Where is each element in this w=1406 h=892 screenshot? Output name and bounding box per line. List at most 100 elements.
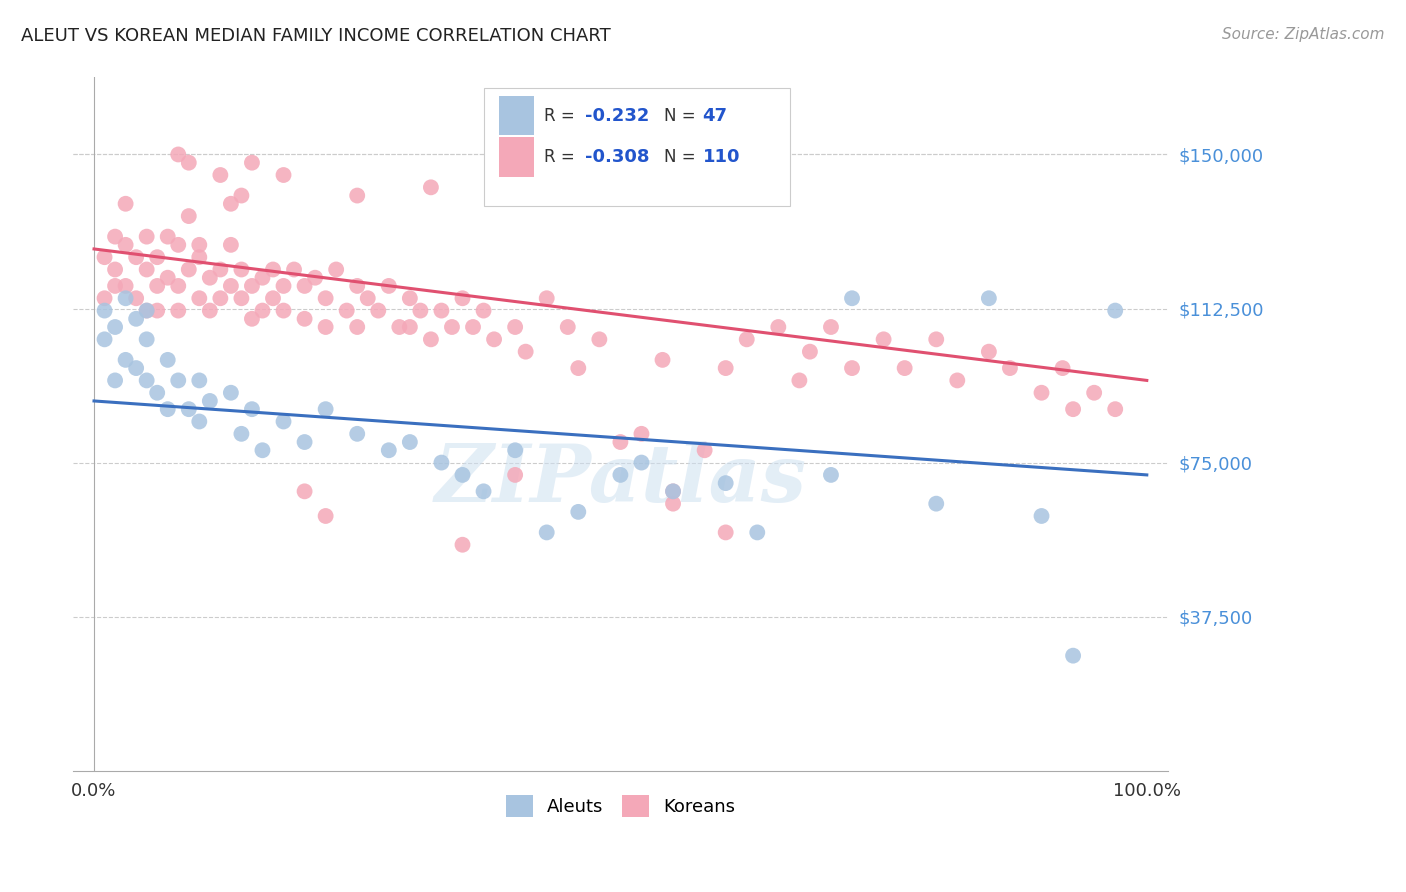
Point: [209, 262, 232, 277]
Point: [399, 291, 422, 305]
Point: [262, 262, 284, 277]
Text: ZIPatlas: ZIPatlas: [434, 441, 807, 518]
Point: [252, 303, 274, 318]
Point: [104, 279, 127, 293]
Point: [482, 332, 505, 346]
Point: [294, 311, 316, 326]
Point: [315, 508, 337, 523]
Point: [1031, 508, 1053, 523]
Point: [1104, 303, 1126, 318]
Point: [714, 525, 737, 540]
Point: [440, 320, 463, 334]
Point: [378, 443, 401, 458]
Point: [357, 291, 380, 305]
Text: N =: N =: [664, 148, 702, 166]
Point: [114, 196, 136, 211]
Point: [714, 361, 737, 376]
Point: [651, 352, 673, 367]
Point: [451, 538, 474, 552]
Point: [609, 467, 631, 482]
Point: [156, 402, 179, 417]
Text: 47: 47: [703, 106, 727, 125]
Point: [536, 291, 558, 305]
Point: [135, 262, 157, 277]
Point: [219, 196, 242, 211]
Point: [294, 484, 316, 499]
Point: [104, 320, 127, 334]
Point: [451, 291, 474, 305]
Point: [419, 180, 441, 194]
Point: [104, 229, 127, 244]
Text: R =: R =: [544, 148, 579, 166]
Point: [231, 188, 253, 202]
Point: [219, 279, 242, 293]
Point: [209, 291, 232, 305]
Point: [503, 467, 526, 482]
Point: [252, 270, 274, 285]
Point: [240, 279, 263, 293]
Point: [252, 443, 274, 458]
Point: [198, 303, 221, 318]
Point: [1062, 402, 1084, 417]
Point: [367, 303, 389, 318]
Point: [177, 402, 200, 417]
Point: [893, 361, 915, 376]
Point: [231, 262, 253, 277]
Point: [167, 373, 190, 387]
Point: [315, 402, 337, 417]
Point: [93, 332, 115, 346]
Point: [588, 332, 610, 346]
Point: [177, 155, 200, 169]
Point: [461, 320, 484, 334]
Point: [630, 456, 652, 470]
Point: [156, 270, 179, 285]
Point: [273, 415, 295, 429]
Point: [1083, 385, 1105, 400]
Point: [1062, 648, 1084, 663]
Point: [167, 279, 190, 293]
Point: [567, 361, 589, 376]
Point: [735, 332, 758, 346]
Point: [231, 426, 253, 441]
Point: [399, 435, 422, 450]
Point: [188, 250, 211, 264]
Point: [219, 237, 242, 252]
Point: [283, 262, 305, 277]
Point: [146, 250, 169, 264]
Point: [188, 373, 211, 387]
Point: [472, 484, 495, 499]
Point: [167, 237, 190, 252]
Point: [768, 320, 790, 334]
Point: [567, 505, 589, 519]
Point: [399, 320, 422, 334]
Point: [114, 237, 136, 252]
Point: [872, 332, 894, 346]
Point: [240, 402, 263, 417]
Point: [662, 484, 685, 499]
Point: [799, 344, 821, 359]
Point: [294, 435, 316, 450]
Point: [198, 270, 221, 285]
Point: [693, 443, 716, 458]
Point: [820, 467, 842, 482]
Text: Source: ZipAtlas.com: Source: ZipAtlas.com: [1222, 27, 1385, 42]
Point: [430, 303, 453, 318]
Point: [346, 279, 368, 293]
Point: [104, 373, 127, 387]
Point: [977, 291, 1000, 305]
Point: [125, 311, 148, 326]
Point: [177, 262, 200, 277]
Point: [946, 373, 969, 387]
Point: [188, 237, 211, 252]
Point: [747, 525, 769, 540]
Point: [304, 270, 326, 285]
Point: [273, 168, 295, 182]
Point: [240, 155, 263, 169]
Point: [294, 279, 316, 293]
Point: [1052, 361, 1074, 376]
Point: [662, 497, 685, 511]
Text: -0.232: -0.232: [585, 106, 650, 125]
Point: [114, 291, 136, 305]
Point: [273, 303, 295, 318]
Point: [262, 291, 284, 305]
